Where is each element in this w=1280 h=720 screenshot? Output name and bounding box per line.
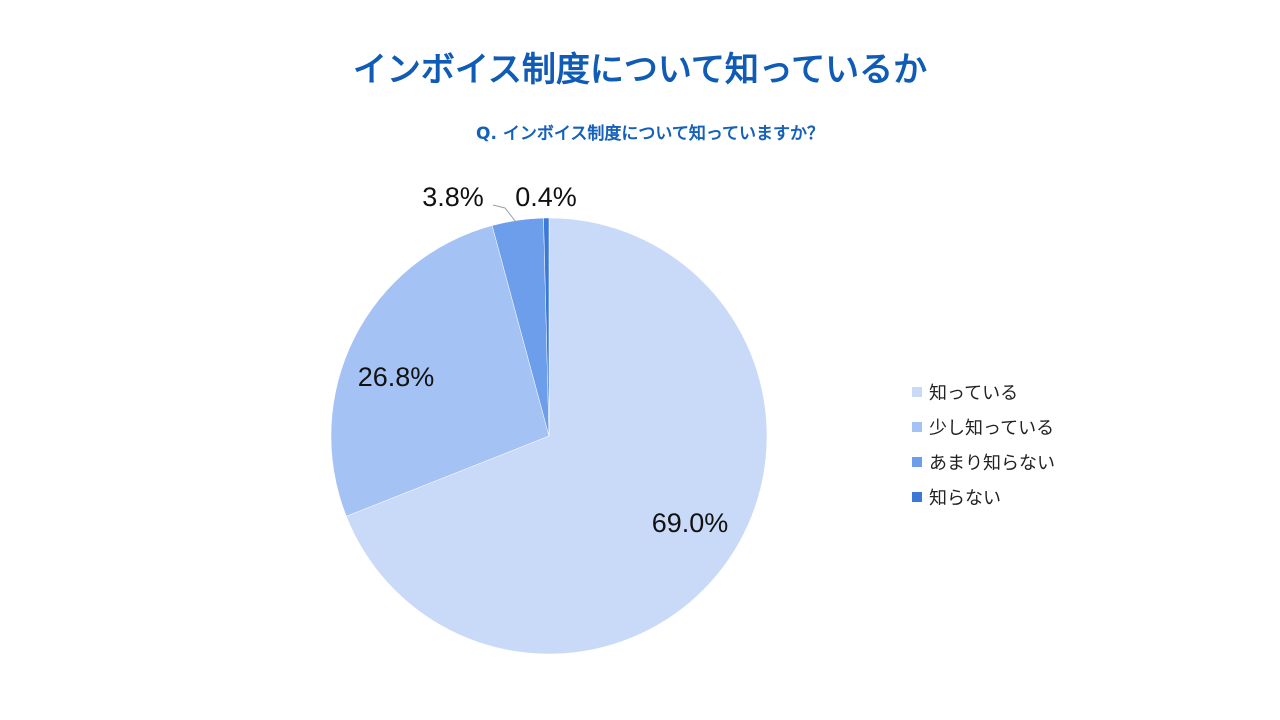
legend-swatch (912, 491, 922, 502)
leader-line (492, 204, 517, 223)
legend: 知っている少し知っている あまり知らない 知らない (912, 374, 1055, 514)
chart-subtitle: Q. インボイス制度について知っていますか？ (476, 124, 824, 144)
legend-item: 少し知っている (912, 409, 1055, 444)
legend-item: あまり知らない (912, 444, 1055, 479)
slice-label-3: 3.8% (422, 182, 484, 212)
legend-item: 知らない (912, 479, 1055, 514)
pie-slice-1 (345, 217, 768, 655)
slice-label-4: 0.4% (515, 182, 577, 212)
legend-item: 知っている (912, 374, 1055, 409)
legend-label: 知っている (929, 382, 1019, 404)
pie-slice-4 (543, 217, 550, 437)
legend-label: あまり知らない (929, 452, 1055, 474)
legend-swatch (912, 421, 922, 432)
label-leaders (492, 204, 517, 223)
pie-slices (330, 217, 768, 655)
legend-swatch (912, 456, 922, 467)
pie-slice-2 (330, 225, 550, 517)
legend-label: 少し知っている (929, 417, 1055, 439)
main-title: インボイス制度について知っているか (352, 50, 928, 90)
slice-labels: 69.0% 26.8% 3.8% 0.4% (358, 182, 729, 538)
legend-swatch (912, 386, 922, 397)
slice-label-1: 69.0% (652, 508, 729, 538)
legend-label: 知らない (929, 487, 1001, 509)
slice-label-2: 26.8% (358, 362, 435, 392)
